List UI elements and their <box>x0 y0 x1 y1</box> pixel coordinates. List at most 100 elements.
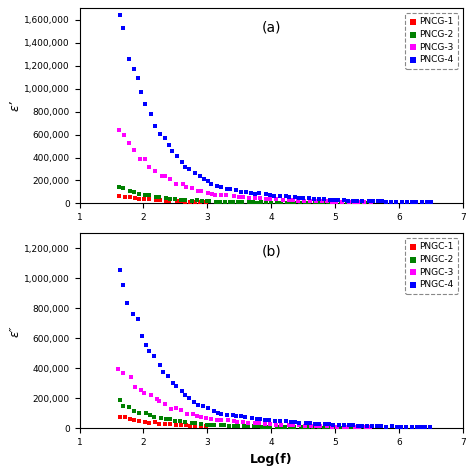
PNGC-2 <box>291 424 298 431</box>
PNCG-2 <box>162 194 169 202</box>
PNCG-4 <box>178 158 186 166</box>
PNGC-2 <box>262 423 269 430</box>
PNGC-2 <box>297 424 305 431</box>
PNGC-1 <box>126 415 134 422</box>
PNCG-2 <box>273 199 281 206</box>
PNCG-2 <box>235 198 242 206</box>
PNCG-1 <box>156 197 164 204</box>
X-axis label: Log(f): Log(f) <box>250 453 292 465</box>
PNCG-2 <box>343 200 351 207</box>
PNGC-4 <box>265 417 273 424</box>
PNCG-1 <box>140 195 147 203</box>
PNCG-2 <box>205 198 213 205</box>
PNCG-3 <box>141 155 149 163</box>
PNCG-2 <box>290 199 298 207</box>
PNCG-2 <box>177 196 184 203</box>
Legend: PNGC-1, PNGC-2, PNGC-3, PNGC-4: PNGC-1, PNGC-2, PNGC-3, PNGC-4 <box>405 238 458 294</box>
PNGC-3 <box>285 421 292 429</box>
PNGC-4 <box>349 421 356 429</box>
PNGC-3 <box>224 417 231 424</box>
PNGC-1 <box>178 421 185 428</box>
PNCG-1 <box>135 195 143 202</box>
PNGC-2 <box>255 423 262 430</box>
PNGC-2 <box>305 424 312 431</box>
PNGC-3 <box>340 423 347 430</box>
PNCG-4 <box>223 185 231 192</box>
PNGC-3 <box>289 421 297 429</box>
PNCG-4 <box>134 74 142 82</box>
PNGC-4 <box>287 418 294 426</box>
PNCG-3 <box>346 198 353 206</box>
PNGC-3 <box>240 419 247 426</box>
PNCG-4 <box>165 141 173 149</box>
PNCG-4 <box>168 147 176 155</box>
PNCG-4 <box>247 189 255 197</box>
PNCG-3 <box>115 127 123 134</box>
PNCG-4 <box>182 163 189 170</box>
PNCG-2 <box>152 193 160 201</box>
PNCG-3 <box>354 198 362 206</box>
PNGC-3 <box>344 423 351 431</box>
PNGC-3 <box>307 422 315 429</box>
Y-axis label: ε″: ε″ <box>9 325 21 337</box>
PNCG-4 <box>310 195 318 203</box>
PNCG-3 <box>137 155 144 163</box>
PNGC-4 <box>164 372 172 380</box>
PNGC-1 <box>172 421 180 428</box>
PNGC-3 <box>208 415 215 423</box>
PNCG-1 <box>186 198 194 206</box>
PNGC-1 <box>186 422 194 429</box>
PNCG-3 <box>235 193 243 201</box>
PNGC-3 <box>295 422 302 429</box>
PNGC-3 <box>213 416 221 423</box>
PNCG-3 <box>211 191 219 199</box>
PNGC-4 <box>315 420 323 428</box>
PNGC-3 <box>127 373 135 381</box>
PNCG-3 <box>146 163 153 171</box>
PNGC-4 <box>335 421 342 429</box>
PNCG-4 <box>251 190 258 198</box>
PNGC-2 <box>234 422 242 430</box>
PNCG-3 <box>323 198 331 205</box>
PNCG-4 <box>217 183 225 191</box>
PNCG-4 <box>330 196 337 203</box>
PNCG-1 <box>173 198 181 205</box>
PNCG-3 <box>158 172 165 179</box>
PNCG-3 <box>267 195 274 203</box>
PNCG-2 <box>229 198 237 206</box>
PNGC-4 <box>138 333 146 340</box>
PNGC-2 <box>267 423 274 430</box>
PNGC-4 <box>421 423 429 431</box>
PNCG-3 <box>338 198 346 206</box>
Text: (a): (a) <box>262 20 281 34</box>
PNCG-2 <box>198 197 206 205</box>
PNCG-2 <box>361 200 369 207</box>
PNGC-4 <box>272 417 279 425</box>
PNCG-1 <box>162 197 170 204</box>
PNGC-4 <box>129 310 137 317</box>
PNGC-3 <box>137 386 144 394</box>
PNGC-2 <box>277 423 284 431</box>
PNGC-4 <box>146 347 153 355</box>
PNCG-4 <box>295 194 302 201</box>
PNCG-4 <box>358 197 365 205</box>
PNGC-4 <box>178 387 186 394</box>
PNCG-3 <box>262 195 269 202</box>
PNCG-2 <box>135 190 143 198</box>
PNCG-3 <box>332 198 340 206</box>
PNCG-4 <box>285 193 293 201</box>
PNGC-4 <box>282 418 290 425</box>
PNGC-3 <box>266 420 274 428</box>
PNCG-2 <box>245 199 253 206</box>
PNCG-4 <box>156 131 164 138</box>
PNCG-2 <box>155 193 163 201</box>
PNGC-2 <box>335 424 342 431</box>
PNCG-2 <box>217 198 224 206</box>
PNGC-4 <box>261 416 268 423</box>
PNCG-3 <box>166 175 174 182</box>
PNCG-3 <box>161 173 169 180</box>
PNCG-2 <box>253 199 261 206</box>
PNGC-3 <box>366 423 374 431</box>
PNGC-1 <box>202 423 210 430</box>
PNCG-2 <box>203 198 211 205</box>
